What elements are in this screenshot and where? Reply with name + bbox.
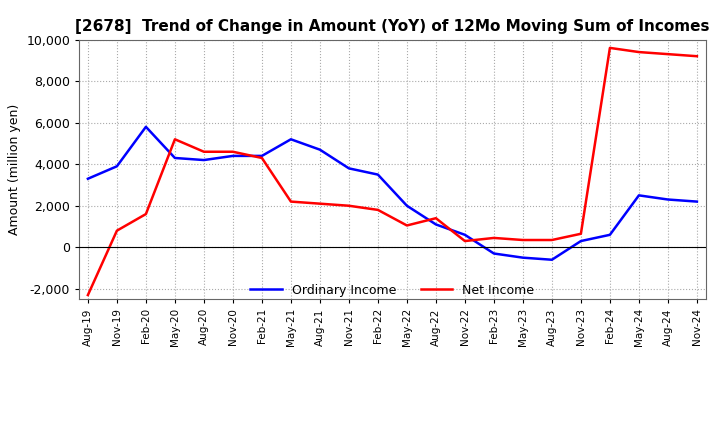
Net Income <box>199 149 208 154</box>
Net Income <box>345 203 354 209</box>
Net Income <box>664 51 672 57</box>
Ordinary Income <box>228 153 237 158</box>
Ordinary Income <box>548 257 557 262</box>
Ordinary Income <box>112 164 121 169</box>
Ordinary Income <box>431 222 440 227</box>
Ordinary Income <box>518 255 527 260</box>
Net Income <box>606 45 614 51</box>
Ordinary Income <box>693 199 701 204</box>
Ordinary Income <box>142 124 150 129</box>
Net Income <box>374 207 382 213</box>
Net Income <box>402 223 411 228</box>
Net Income <box>258 155 266 161</box>
Net Income <box>577 231 585 236</box>
Ordinary Income <box>315 147 324 152</box>
Ordinary Income <box>287 137 295 142</box>
Ordinary Income <box>171 155 179 161</box>
Ordinary Income <box>345 166 354 171</box>
Net Income <box>315 201 324 206</box>
Net Income <box>490 235 498 241</box>
Title: [2678]  Trend of Change in Amount (YoY) of 12Mo Moving Sum of Incomes: [2678] Trend of Change in Amount (YoY) o… <box>75 19 710 34</box>
Ordinary Income <box>374 172 382 177</box>
Ordinary Income <box>634 193 643 198</box>
Line: Net Income: Net Income <box>88 48 697 295</box>
Ordinary Income <box>490 251 498 256</box>
Net Income <box>84 293 92 298</box>
Net Income <box>693 54 701 59</box>
Ordinary Income <box>199 158 208 163</box>
Ordinary Income <box>577 238 585 244</box>
Net Income <box>634 49 643 55</box>
Net Income <box>142 211 150 216</box>
Ordinary Income <box>461 232 469 238</box>
Ordinary Income <box>402 203 411 209</box>
Net Income <box>548 237 557 242</box>
Ordinary Income <box>606 232 614 238</box>
Net Income <box>112 228 121 233</box>
Legend: Ordinary Income, Net Income: Ordinary Income, Net Income <box>246 279 539 302</box>
Y-axis label: Amount (million yen): Amount (million yen) <box>8 104 21 235</box>
Net Income <box>518 237 527 242</box>
Ordinary Income <box>84 176 92 181</box>
Net Income <box>431 216 440 221</box>
Ordinary Income <box>258 153 266 158</box>
Line: Ordinary Income: Ordinary Income <box>88 127 697 260</box>
Net Income <box>171 137 179 142</box>
Net Income <box>461 238 469 244</box>
Net Income <box>228 149 237 154</box>
Net Income <box>287 199 295 204</box>
Ordinary Income <box>664 197 672 202</box>
